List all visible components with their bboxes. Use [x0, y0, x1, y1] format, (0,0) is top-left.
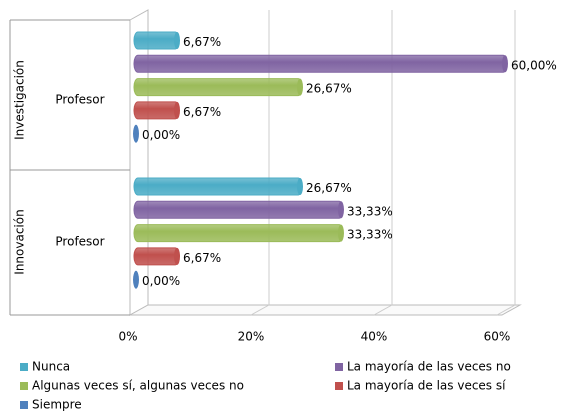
bar	[133, 31, 180, 50]
bar-cap	[337, 224, 344, 242]
legend-label: La mayoría de las veces sí	[347, 379, 506, 393]
legend-label: Algunas veces sí, algunas veces no	[32, 379, 244, 393]
bar-cap	[133, 125, 139, 143]
bar	[133, 200, 344, 219]
bar	[133, 224, 344, 243]
x-tick-label: 40%	[361, 330, 388, 344]
bar-cap	[502, 55, 508, 73]
bar	[133, 78, 303, 97]
value-label: 6,67%	[183, 251, 221, 265]
bar-cap	[174, 32, 181, 49]
legend-swatch	[335, 382, 343, 390]
grid-line	[250, 304, 270, 316]
bar-cap	[174, 101, 181, 119]
value-label: 33,33%	[347, 228, 393, 242]
legend-label: Siempre	[32, 398, 82, 412]
legend-swatch	[335, 363, 343, 371]
value-label: 6,67%	[183, 105, 221, 119]
x-tick-label: 0%	[118, 330, 137, 344]
legend-swatch	[20, 363, 28, 371]
legend-label: Nunca	[32, 360, 70, 374]
category-label: Profesor	[55, 93, 104, 107]
bar-cap	[297, 78, 304, 96]
bar	[133, 54, 508, 73]
value-label: 0,00%	[142, 274, 180, 288]
legend-label: La mayoría de las veces no	[347, 360, 511, 374]
value-label: 6,67%	[183, 35, 221, 49]
value-label: 60,00%	[511, 58, 557, 72]
floor	[128, 304, 522, 316]
bar	[133, 101, 180, 120]
category-label: Profesor	[55, 235, 104, 249]
value-label: 26,67%	[306, 181, 352, 195]
grid-line	[373, 304, 393, 316]
legend-swatch	[20, 382, 28, 390]
bar	[133, 177, 303, 196]
value-label: 33,33%	[347, 204, 393, 218]
group-label: Innovación	[13, 209, 27, 274]
x-tick-label: 60%	[484, 330, 511, 344]
x-tick-label: 20%	[238, 330, 265, 344]
group-label: Investigación	[13, 60, 27, 140]
value-label: 0,00%	[142, 128, 180, 142]
value-label: 26,67%	[306, 82, 352, 96]
grid-line	[496, 304, 516, 316]
legend-swatch	[20, 401, 28, 409]
bar-cap	[133, 271, 139, 289]
bar-cap	[174, 247, 181, 265]
bar-cap	[337, 201, 344, 219]
bar	[133, 247, 180, 266]
bar-cap	[297, 178, 304, 195]
